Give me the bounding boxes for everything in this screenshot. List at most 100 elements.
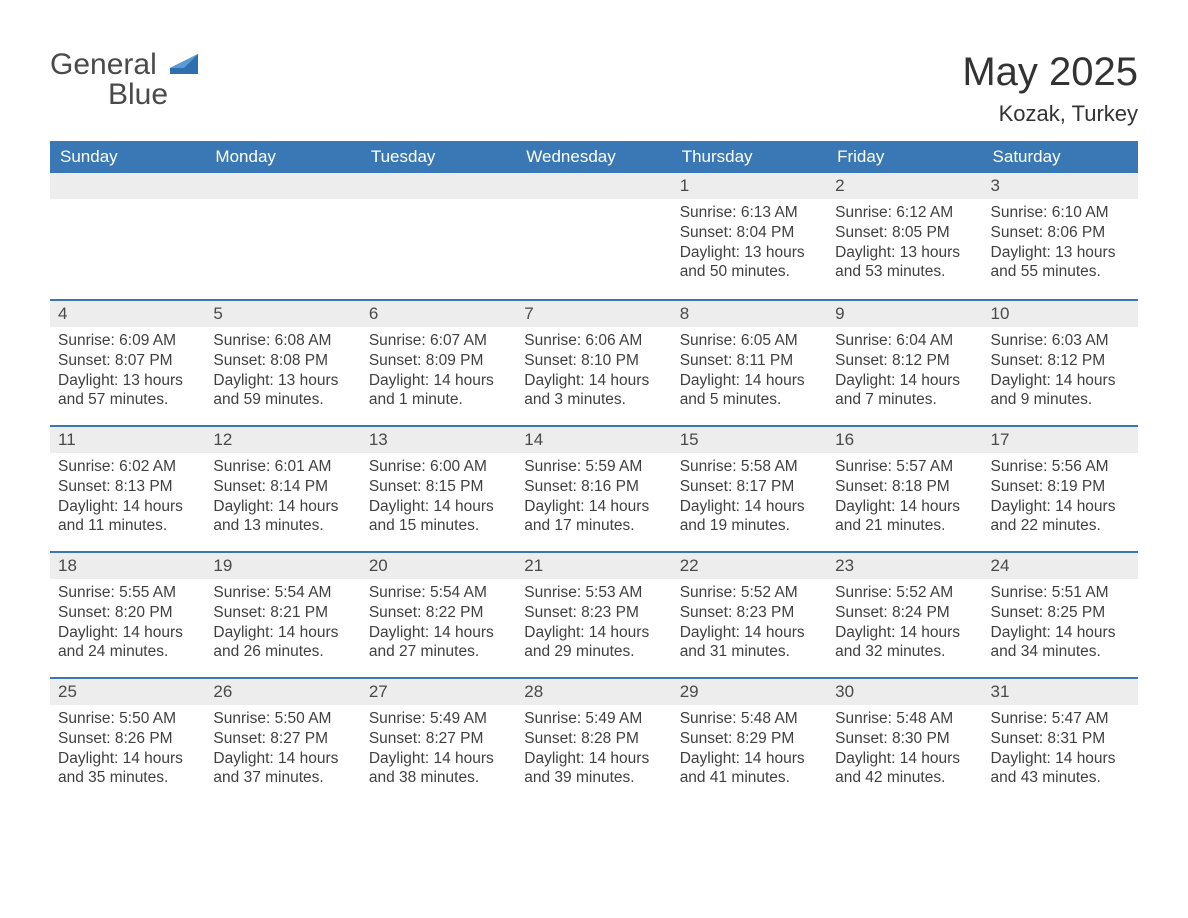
title-block: May 2025 Kozak, Turkey (962, 50, 1138, 127)
day-content: Sunrise: 5:50 AMSunset: 8:26 PMDaylight:… (50, 705, 205, 796)
day-number: 25 (50, 679, 205, 705)
day-number: 16 (827, 427, 982, 453)
day-content: Sunrise: 6:09 AMSunset: 8:07 PMDaylight:… (50, 327, 205, 418)
day-cell: 8Sunrise: 6:05 AMSunset: 8:11 PMDaylight… (672, 301, 827, 425)
daylight-line: Daylight: 14 hours and 32 minutes. (835, 623, 974, 663)
sunrise-line: Sunrise: 5:54 AM (213, 583, 352, 603)
daylight-line: Daylight: 14 hours and 13 minutes. (213, 497, 352, 537)
week-row: 25Sunrise: 5:50 AMSunset: 8:26 PMDayligh… (50, 677, 1138, 803)
weekday-header-cell: Thursday (672, 141, 827, 173)
sunset-line: Sunset: 8:30 PM (835, 729, 974, 749)
month-title: May 2025 (962, 50, 1138, 95)
day-content: Sunrise: 6:13 AMSunset: 8:04 PMDaylight:… (672, 199, 827, 290)
sunset-line: Sunset: 8:19 PM (991, 477, 1130, 497)
day-cell: 14Sunrise: 5:59 AMSunset: 8:16 PMDayligh… (516, 427, 671, 551)
sunset-line: Sunset: 8:04 PM (680, 223, 819, 243)
sunset-line: Sunset: 8:18 PM (835, 477, 974, 497)
sunrise-line: Sunrise: 5:51 AM (991, 583, 1130, 603)
weekday-header-cell: Monday (205, 141, 360, 173)
day-number: 3 (983, 173, 1138, 199)
sunset-line: Sunset: 8:10 PM (524, 351, 663, 371)
sunrise-line: Sunrise: 5:50 AM (58, 709, 197, 729)
day-number: 23 (827, 553, 982, 579)
weekday-header-cell: Saturday (983, 141, 1138, 173)
day-cell: 15Sunrise: 5:58 AMSunset: 8:17 PMDayligh… (672, 427, 827, 551)
daylight-line: Daylight: 14 hours and 15 minutes. (369, 497, 508, 537)
day-cell: 16Sunrise: 5:57 AMSunset: 8:18 PMDayligh… (827, 427, 982, 551)
day-content: Sunrise: 5:49 AMSunset: 8:28 PMDaylight:… (516, 705, 671, 796)
sunrise-line: Sunrise: 6:02 AM (58, 457, 197, 477)
day-cell: 6Sunrise: 6:07 AMSunset: 8:09 PMDaylight… (361, 301, 516, 425)
day-number: 26 (205, 679, 360, 705)
day-number: 2 (827, 173, 982, 199)
week-row: 4Sunrise: 6:09 AMSunset: 8:07 PMDaylight… (50, 299, 1138, 425)
daylight-line: Daylight: 14 hours and 24 minutes. (58, 623, 197, 663)
sunset-line: Sunset: 8:11 PM (680, 351, 819, 371)
day-number: 12 (205, 427, 360, 453)
sunset-line: Sunset: 8:15 PM (369, 477, 508, 497)
daylight-line: Daylight: 14 hours and 17 minutes. (524, 497, 663, 537)
sunrise-line: Sunrise: 5:57 AM (835, 457, 974, 477)
sunset-line: Sunset: 8:24 PM (835, 603, 974, 623)
daylight-line: Daylight: 14 hours and 39 minutes. (524, 749, 663, 789)
day-content: Sunrise: 5:49 AMSunset: 8:27 PMDaylight:… (361, 705, 516, 796)
sunrise-line: Sunrise: 6:00 AM (369, 457, 508, 477)
day-number: 21 (516, 553, 671, 579)
sunset-line: Sunset: 8:12 PM (835, 351, 974, 371)
sunset-line: Sunset: 8:28 PM (524, 729, 663, 749)
daylight-line: Daylight: 14 hours and 1 minute. (369, 371, 508, 411)
weekday-header-cell: Wednesday (516, 141, 671, 173)
day-cell: 17Sunrise: 5:56 AMSunset: 8:19 PMDayligh… (983, 427, 1138, 551)
sunrise-line: Sunrise: 5:55 AM (58, 583, 197, 603)
sunset-line: Sunset: 8:29 PM (680, 729, 819, 749)
sunrise-line: Sunrise: 5:49 AM (524, 709, 663, 729)
day-cell: 24Sunrise: 5:51 AMSunset: 8:25 PMDayligh… (983, 553, 1138, 677)
sunset-line: Sunset: 8:27 PM (213, 729, 352, 749)
day-cell: 29Sunrise: 5:48 AMSunset: 8:29 PMDayligh… (672, 679, 827, 803)
day-number: 18 (50, 553, 205, 579)
day-cell: 1Sunrise: 6:13 AMSunset: 8:04 PMDaylight… (672, 173, 827, 299)
day-content: Sunrise: 6:02 AMSunset: 8:13 PMDaylight:… (50, 453, 205, 544)
day-cell: 30Sunrise: 5:48 AMSunset: 8:30 PMDayligh… (827, 679, 982, 803)
day-number: 4 (50, 301, 205, 327)
daylight-line: Daylight: 14 hours and 38 minutes. (369, 749, 508, 789)
sunrise-line: Sunrise: 6:10 AM (991, 203, 1130, 223)
sunrise-line: Sunrise: 5:48 AM (835, 709, 974, 729)
sunset-line: Sunset: 8:08 PM (213, 351, 352, 371)
day-cell: 7Sunrise: 6:06 AMSunset: 8:10 PMDaylight… (516, 301, 671, 425)
daylight-line: Daylight: 13 hours and 57 minutes. (58, 371, 197, 411)
sunrise-line: Sunrise: 6:12 AM (835, 203, 974, 223)
day-number: 28 (516, 679, 671, 705)
daylight-line: Daylight: 14 hours and 26 minutes. (213, 623, 352, 663)
daylight-line: Daylight: 14 hours and 22 minutes. (991, 497, 1130, 537)
day-cell: 4Sunrise: 6:09 AMSunset: 8:07 PMDaylight… (50, 301, 205, 425)
day-content: Sunrise: 5:54 AMSunset: 8:21 PMDaylight:… (205, 579, 360, 670)
day-number (205, 173, 360, 199)
day-content: Sunrise: 6:10 AMSunset: 8:06 PMDaylight:… (983, 199, 1138, 290)
day-number: 27 (361, 679, 516, 705)
day-cell: 9Sunrise: 6:04 AMSunset: 8:12 PMDaylight… (827, 301, 982, 425)
day-content: Sunrise: 6:00 AMSunset: 8:15 PMDaylight:… (361, 453, 516, 544)
weekday-header-cell: Friday (827, 141, 982, 173)
day-content: Sunrise: 6:03 AMSunset: 8:12 PMDaylight:… (983, 327, 1138, 418)
calendar: SundayMondayTuesdayWednesdayThursdayFrid… (50, 141, 1138, 803)
sunset-line: Sunset: 8:31 PM (991, 729, 1130, 749)
header: General Blue May 2025 Kozak, Turkey (50, 50, 1138, 127)
sunrise-line: Sunrise: 6:13 AM (680, 203, 819, 223)
day-cell: 20Sunrise: 5:54 AMSunset: 8:22 PMDayligh… (361, 553, 516, 677)
sunrise-line: Sunrise: 6:07 AM (369, 331, 508, 351)
day-number: 15 (672, 427, 827, 453)
sunrise-line: Sunrise: 5:56 AM (991, 457, 1130, 477)
day-number: 20 (361, 553, 516, 579)
sunset-line: Sunset: 8:13 PM (58, 477, 197, 497)
flag-icon (170, 54, 198, 74)
day-cell: 12Sunrise: 6:01 AMSunset: 8:14 PMDayligh… (205, 427, 360, 551)
day-cell: 10Sunrise: 6:03 AMSunset: 8:12 PMDayligh… (983, 301, 1138, 425)
day-content: Sunrise: 5:50 AMSunset: 8:27 PMDaylight:… (205, 705, 360, 796)
day-cell: 2Sunrise: 6:12 AMSunset: 8:05 PMDaylight… (827, 173, 982, 299)
week-row: 18Sunrise: 5:55 AMSunset: 8:20 PMDayligh… (50, 551, 1138, 677)
day-content: Sunrise: 5:47 AMSunset: 8:31 PMDaylight:… (983, 705, 1138, 796)
day-cell: 5Sunrise: 6:08 AMSunset: 8:08 PMDaylight… (205, 301, 360, 425)
day-cell: 21Sunrise: 5:53 AMSunset: 8:23 PMDayligh… (516, 553, 671, 677)
day-number (516, 173, 671, 199)
